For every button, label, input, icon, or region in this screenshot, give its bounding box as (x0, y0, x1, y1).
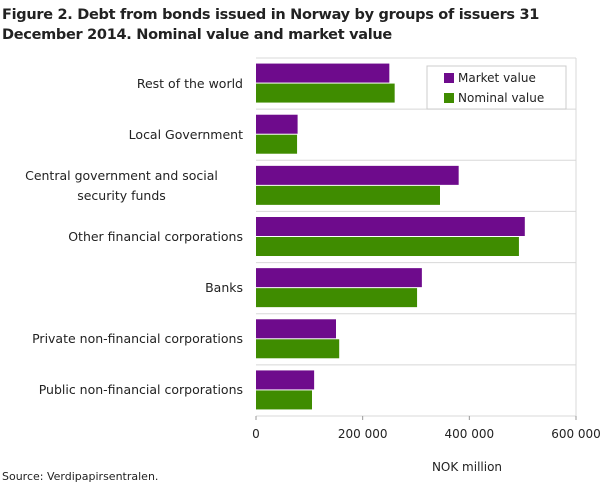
bar (256, 319, 336, 339)
chart-title: Figure 2. Debt from bonds issued in Norw… (2, 7, 540, 43)
bar (256, 268, 422, 288)
bar (256, 114, 298, 134)
y-tick-label: Public non-financial corporations (0, 380, 243, 400)
bar (256, 63, 390, 83)
y-tick-label: Banks (0, 278, 243, 298)
bar (256, 370, 315, 390)
bar (256, 217, 525, 236)
x-axis-title: NOK million (432, 460, 502, 474)
legend: Market value Nominal value (426, 65, 567, 110)
source: Source: Verdipapirsentralen. (2, 470, 159, 483)
x-tick-label: 600 000 (551, 427, 601, 441)
bar (256, 237, 519, 256)
bar (256, 165, 459, 185)
category-text: Banks (205, 280, 243, 296)
category-text: Central government and social security f… (25, 167, 218, 203)
y-tick-label: Local Government (0, 125, 243, 145)
category-text: Private non-financial corporations (32, 331, 243, 347)
x-tick-label: 400 000 (445, 427, 495, 441)
x-tick-label: 200 000 (338, 427, 388, 441)
y-tick-label: Central government and social security f… (0, 166, 243, 206)
y-tick-label: Rest of the world (0, 74, 243, 94)
bar (256, 185, 440, 205)
legend-swatch (444, 93, 454, 103)
x-tick-label: 0 (252, 427, 260, 441)
legend-label: Market value (458, 71, 536, 85)
category-text: Local Government (128, 126, 243, 142)
bar (256, 83, 395, 103)
legend-label: Nominal value (458, 91, 544, 105)
legend-swatch (444, 73, 454, 83)
bar (256, 134, 298, 154)
bar (256, 339, 340, 359)
y-tick-label: Other financial corporations (0, 227, 243, 247)
bar (256, 390, 312, 410)
category-text: Rest of the world (136, 75, 243, 91)
category-text: Other financial corporations (68, 229, 243, 244)
bar (256, 288, 418, 308)
category-text: Public non-financial corporations (38, 382, 243, 398)
y-tick-label: Private non-financial corporations (0, 329, 243, 349)
